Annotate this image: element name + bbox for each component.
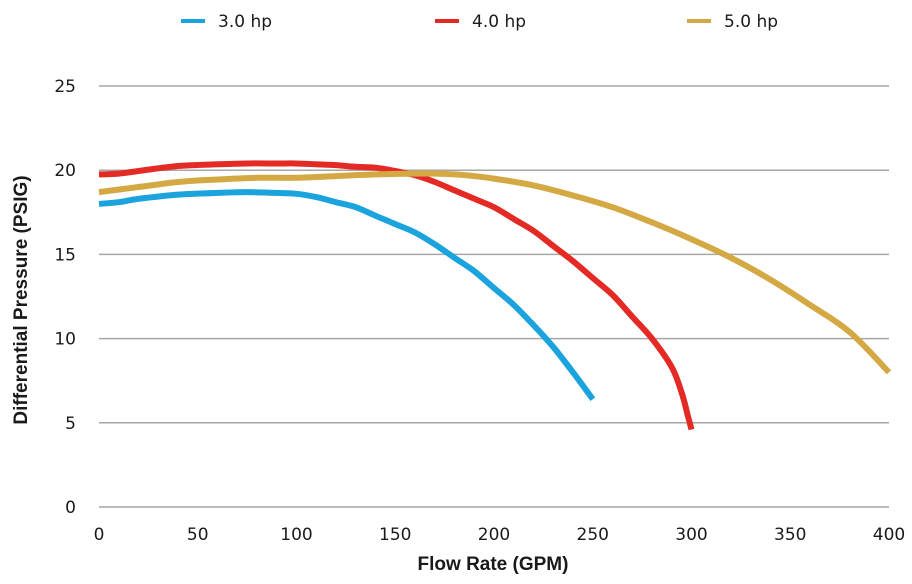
x-axis-ticks: 0 50 100 150 200 250 300 350 400 bbox=[94, 525, 906, 545]
legend-item-5-0-hp: 5.0 hp bbox=[687, 12, 778, 32]
x-tick-label: 100 bbox=[280, 525, 312, 545]
y-tick-label: 25 bbox=[54, 77, 76, 97]
y-tick-label: 10 bbox=[54, 330, 76, 350]
x-tick-label: 250 bbox=[577, 525, 609, 545]
y-tick-label: 0 bbox=[65, 498, 76, 518]
y-tick-label: 20 bbox=[54, 161, 76, 181]
x-tick-label: 300 bbox=[675, 525, 707, 545]
x-tick-label: 0 bbox=[94, 525, 105, 545]
x-axis-title: Flow Rate (GPM) bbox=[418, 554, 569, 575]
y-tick-label: 15 bbox=[54, 245, 76, 265]
x-tick-label: 150 bbox=[379, 525, 411, 545]
y-tick-label: 5 bbox=[65, 414, 76, 434]
legend-item-4-0-hp: 4.0 hp bbox=[435, 12, 526, 32]
series-line-4-0-hp bbox=[98, 160, 695, 431]
series-line-5-0-hp bbox=[98, 170, 892, 375]
series-lines bbox=[98, 160, 892, 431]
y-axis-ticks: 0 5 10 15 20 25 bbox=[54, 77, 76, 518]
legend: 3.0 hp 4.0 hp 5.0 hp bbox=[181, 12, 778, 32]
x-tick-label: 200 bbox=[478, 525, 510, 545]
x-tick-label: 400 bbox=[873, 525, 905, 545]
legend-label: 3.0 hp bbox=[218, 12, 272, 32]
x-tick-label: 50 bbox=[187, 525, 209, 545]
x-tick-label: 350 bbox=[774, 525, 806, 545]
legend-item-3-0-hp: 3.0 hp bbox=[181, 12, 272, 32]
y-axis-title: Differential Pressure (PSIG) bbox=[11, 175, 32, 424]
series-line-3-0-hp bbox=[98, 189, 596, 401]
gridlines bbox=[99, 85, 889, 508]
legend-label: 4.0 hp bbox=[472, 12, 526, 32]
legend-label: 5.0 hp bbox=[724, 12, 778, 32]
